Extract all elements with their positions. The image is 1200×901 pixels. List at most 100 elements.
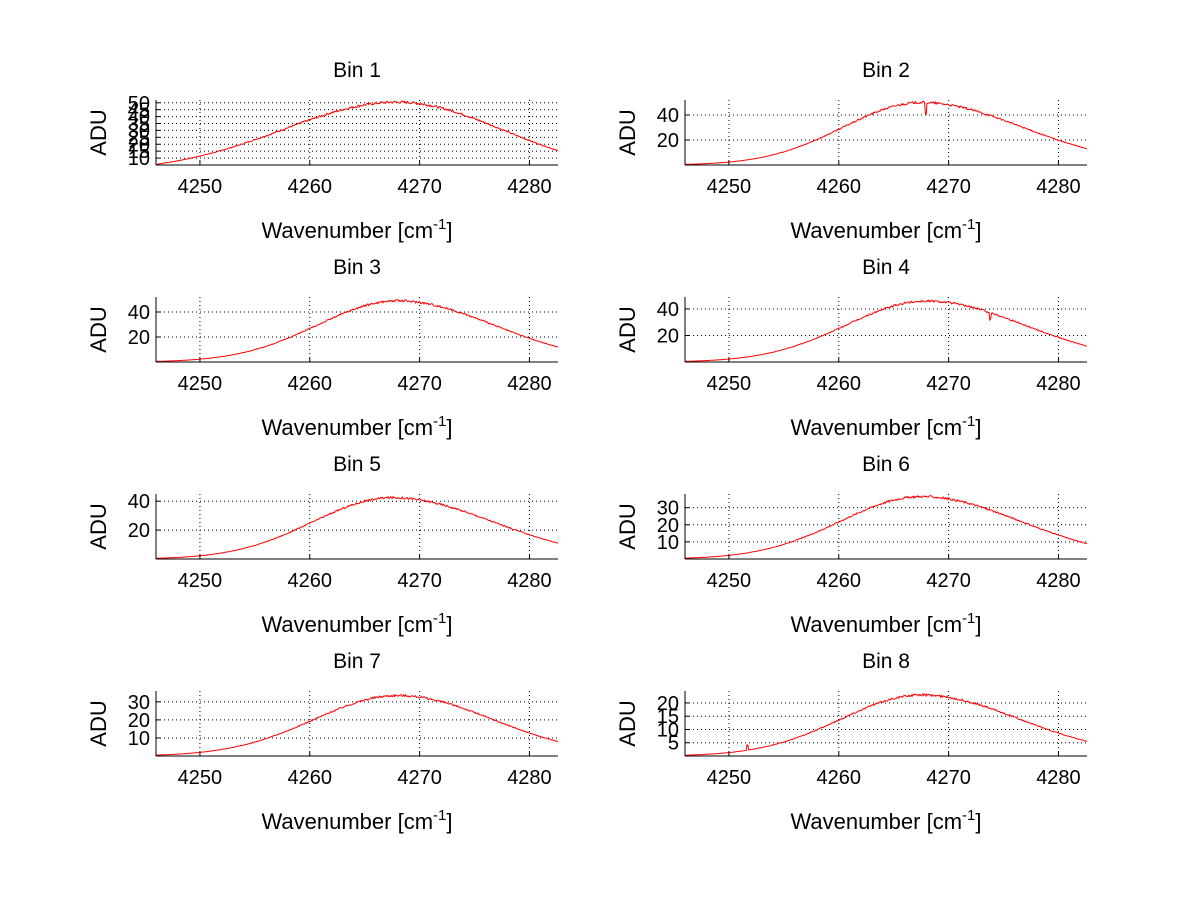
x-axis-label-superscript: -1 — [962, 216, 975, 233]
x-tick-label: 4270 — [397, 373, 442, 395]
y-tick-label: 20 — [657, 515, 679, 537]
y-tick-label: 30 — [128, 692, 150, 714]
y-tick-label: 10 — [128, 148, 150, 170]
x-axis-label-end: ] — [446, 218, 452, 243]
subplot-title: Bin 8 — [862, 650, 910, 673]
x-axis-label-end: ] — [975, 612, 981, 637]
x-tick-label: 4280 — [1036, 570, 1081, 592]
x-tick-label: 4280 — [507, 176, 552, 198]
y-tick-label: 20 — [128, 520, 150, 542]
x-axis-label-superscript: -1 — [962, 413, 975, 430]
x-tick-label: 4270 — [397, 570, 442, 592]
subplot-title: Bin 4 — [862, 256, 910, 279]
subplot-5: 4250 4260 4270 4280 20 40 Bin 5 ADU Wavenumber [… — [86, 453, 559, 637]
y-tick-label: 40 — [657, 299, 679, 321]
x-axis-label: Wavenumber [cm-1] — [261, 807, 452, 834]
y-axis-label: ADU — [615, 700, 640, 746]
x-tick-label: 4250 — [178, 767, 223, 789]
y-tick-label: 10 — [128, 728, 150, 750]
x-tick-label: 4280 — [1036, 767, 1081, 789]
x-axis-label: Wavenumber [cm-1] — [790, 807, 981, 834]
y-tick-label: 40 — [128, 302, 150, 324]
x-tick-label: 4250 — [178, 176, 223, 198]
x-tick-label: 4250 — [707, 767, 752, 789]
subplot-title: Bin 7 — [333, 650, 381, 673]
x-tick-label: 4270 — [397, 767, 442, 789]
y-axis-label: ADU — [86, 306, 111, 352]
y-tick-label: 30 — [128, 120, 150, 142]
y-axis-label: ADU — [86, 700, 111, 746]
x-tick-label: 4280 — [1036, 176, 1081, 198]
y-tick-label: 15 — [128, 141, 150, 163]
x-axis-label-text: Wavenumber [cm — [790, 415, 962, 440]
y-tick-label: 25 — [128, 127, 150, 149]
x-axis-label-end: ] — [446, 809, 452, 834]
x-tick-label: 4260 — [288, 570, 333, 592]
series-line — [685, 299, 1088, 362]
x-axis-label: Wavenumber [cm-1] — [261, 413, 452, 440]
x-tick-label: 4260 — [817, 767, 862, 789]
y-tick-label: 20 — [128, 134, 150, 156]
x-axis-label: Wavenumber [cm-1] — [790, 413, 981, 440]
x-axis-label-superscript: -1 — [433, 610, 446, 627]
y-tick-label: 45 — [128, 100, 150, 122]
y-axis-label: ADU — [86, 503, 111, 549]
series-line — [156, 299, 559, 362]
x-axis-label-end: ] — [446, 612, 452, 637]
series-line — [685, 100, 1088, 165]
x-tick-label: 4250 — [178, 570, 223, 592]
y-tick-label: 40 — [128, 107, 150, 129]
series-line — [156, 693, 559, 756]
y-tick-label: 20 — [128, 327, 150, 349]
y-tick-label: 10 — [657, 532, 679, 554]
x-tick-label: 4280 — [507, 767, 552, 789]
subplot-title: Bin 1 — [333, 59, 381, 82]
x-axis-label-end: ] — [446, 415, 452, 440]
series-line — [155, 100, 558, 165]
x-axis-label-end: ] — [975, 218, 981, 243]
y-tick-label: 30 — [657, 498, 679, 520]
series-line — [685, 495, 1088, 559]
y-tick-label: 35 — [128, 114, 150, 136]
y-tick-label: 20 — [128, 710, 150, 732]
x-axis-label: Wavenumber [cm-1] — [790, 610, 981, 637]
subplot-title: Bin 5 — [333, 453, 381, 476]
subplot-title: Bin 6 — [862, 453, 910, 476]
x-tick-label: 4270 — [926, 570, 971, 592]
x-axis-label-end: ] — [975, 809, 981, 834]
x-axis-label-superscript: -1 — [433, 216, 446, 233]
x-tick-label: 4250 — [178, 373, 223, 395]
y-tick-label: 20 — [657, 130, 679, 152]
x-axis-label-superscript: -1 — [433, 807, 446, 824]
y-axis-label: ADU — [615, 503, 640, 549]
x-tick-label: 4260 — [817, 570, 862, 592]
y-axis-label: ADU — [615, 109, 640, 155]
x-tick-label: 4250 — [707, 570, 752, 592]
x-tick-label: 4270 — [926, 176, 971, 198]
x-axis-label-end: ] — [975, 415, 981, 440]
y-tick-label: 20 — [657, 325, 679, 347]
x-axis-label-text: Wavenumber [cm — [261, 415, 433, 440]
x-tick-label: 4260 — [288, 373, 333, 395]
subplot-2: 4250 4260 4270 4280 20 40 Bin 2 ADU Wavenumber [… — [615, 59, 1088, 243]
x-tick-label: 4250 — [707, 373, 752, 395]
x-axis-label: Wavenumber [cm-1] — [790, 216, 981, 243]
y-tick-label: 10 — [657, 719, 679, 741]
x-tick-label: 4260 — [817, 373, 862, 395]
x-tick-label: 4280 — [1036, 373, 1081, 395]
subplot-3: 4250 4260 4270 4280 20 40 Bin 3 ADU Wavenumber [… — [86, 256, 559, 440]
subplot-title: Bin 2 — [862, 59, 910, 82]
x-tick-label: 4280 — [507, 373, 552, 395]
x-tick-label: 4260 — [288, 176, 333, 198]
x-axis-label-text: Wavenumber [cm — [790, 809, 962, 834]
x-tick-label: 4260 — [817, 176, 862, 198]
y-tick-label: 50 — [128, 93, 150, 115]
x-axis-label: Wavenumber [cm-1] — [261, 610, 452, 637]
y-tick-label: 15 — [657, 706, 679, 728]
x-axis-label-text: Wavenumber [cm — [261, 218, 433, 243]
